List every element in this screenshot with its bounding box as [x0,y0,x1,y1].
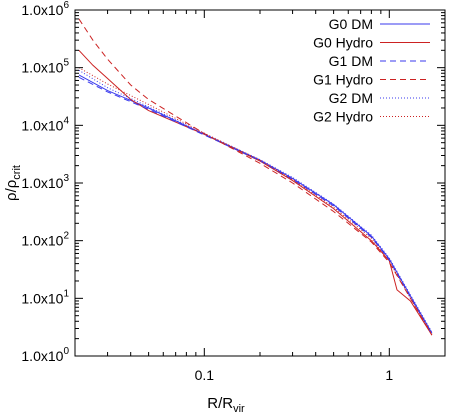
y-tick-label: 1.0x105 [21,58,69,76]
y-axis-label: ρ/ρcrit [3,165,23,201]
y-axis: 1.0x100 1.0x101 1.0x102 1.0x103 1.0x104 1.0x1… [21,0,445,364]
series-line-3 [78,18,433,336]
series-line-4 [78,69,433,333]
series-layer [78,18,433,336]
series-line-1 [78,49,433,336]
legend-label: G0 Hydro [313,35,373,51]
x-axis-label: R/Rvir [207,395,245,415]
x-axis-label-subscript: vir [233,403,245,415]
series-line-5 [78,67,433,335]
legend-label: G2 Hydro [313,109,373,125]
series-line-2 [78,76,433,335]
y-tick-label: 1.0x106 [21,0,69,18]
plot-area [74,9,446,357]
y-tick-label: 1.0x100 [21,346,69,364]
plot-frame [74,9,446,357]
x-tick-label: 1 [385,367,393,383]
y-tick-label: 1.0x102 [21,231,69,249]
legend-label: G1 Hydro [313,72,373,88]
legend-label: G1 DM [329,53,373,69]
x-axis: 0.1 1 [74,10,446,383]
y-tick-label: 1.0x103 [21,173,69,191]
y-tick-label: 1.0x101 [21,288,69,306]
y-axis-label-subscript: crit [11,165,23,180]
legend-label: G0 DM [329,16,373,32]
series-line-0 [78,74,433,334]
legend: G0 DM G0 Hydro G1 DM G1 Hydro G2 DM G2 Hydro [313,16,430,125]
x-tick-label: 0.1 [195,367,215,383]
legend-label: G2 DM [329,90,373,106]
y-tick-label: 1.0x104 [21,115,69,133]
